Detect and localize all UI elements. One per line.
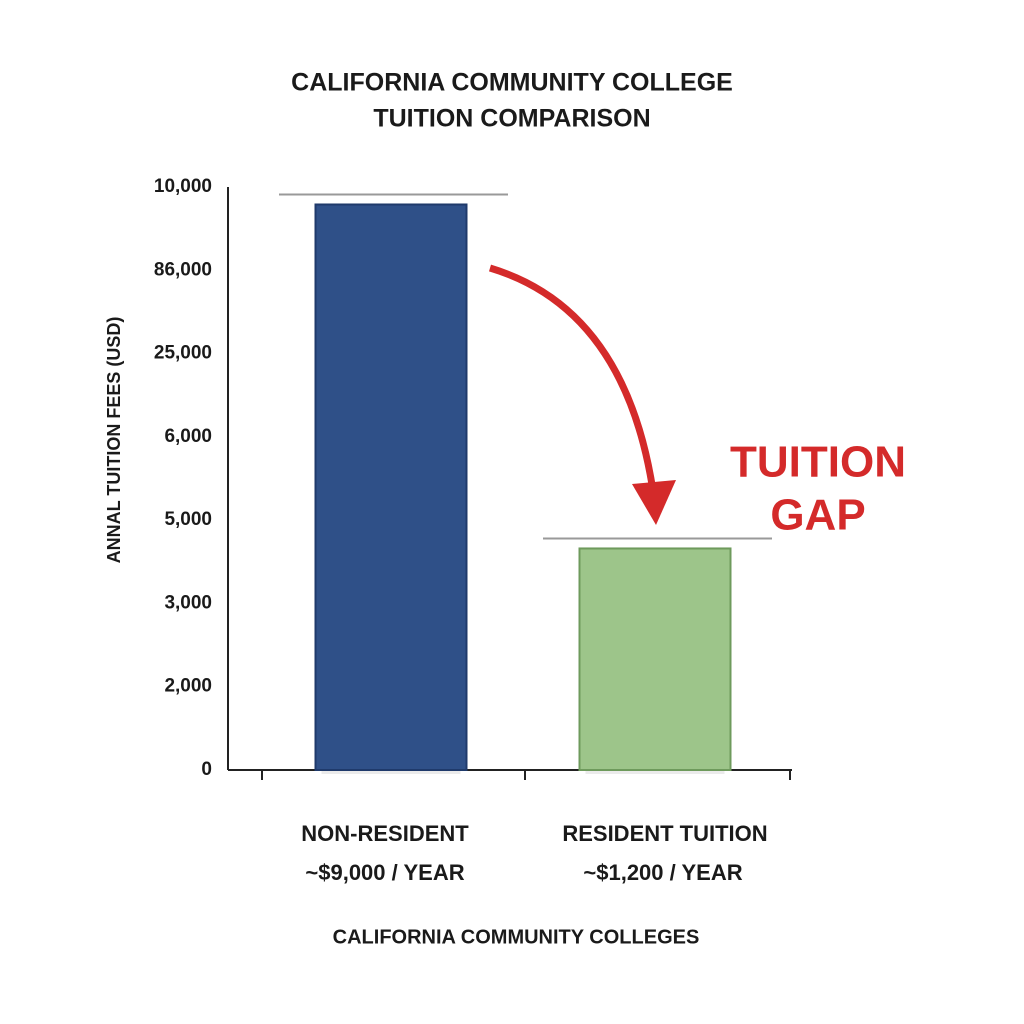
y-axis-label: ANNAL TUITION FEES (USD) <box>104 317 124 564</box>
y-tick-label: 2,000 <box>164 676 212 697</box>
chart-title: CALIFORNIA COMMUNITY COLLEGE <box>291 69 733 97</box>
x-axis-label: CALIFORNIA COMMUNITY COLLEGES <box>333 926 700 948</box>
x-tick-label: NON-RESIDENT <box>301 821 469 846</box>
chart-title: TUITION COMPARISON <box>373 105 650 133</box>
bar <box>578 547 732 772</box>
bar <box>314 203 468 772</box>
arrow-head <box>632 480 676 525</box>
annotation: TUITION <box>730 438 906 487</box>
y-tick-label: 3,000 <box>164 592 212 613</box>
x-tick-label: RESIDENT TUITION <box>562 821 767 846</box>
y-tick-label: 6,000 <box>164 426 212 447</box>
y-tick-label: 25,000 <box>154 343 212 364</box>
category-note: ~$1,200 / YEAR <box>583 860 742 885</box>
annotation: GAP <box>770 491 865 540</box>
arrow <box>488 264 659 506</box>
y-tick-label: 10,000 <box>154 176 212 197</box>
category-note: ~$9,000 / YEAR <box>305 860 464 885</box>
y-tick-label: 0 <box>201 759 212 780</box>
y-tick-label: 5,000 <box>164 509 212 530</box>
y-tick-label: 86,000 <box>154 259 212 280</box>
